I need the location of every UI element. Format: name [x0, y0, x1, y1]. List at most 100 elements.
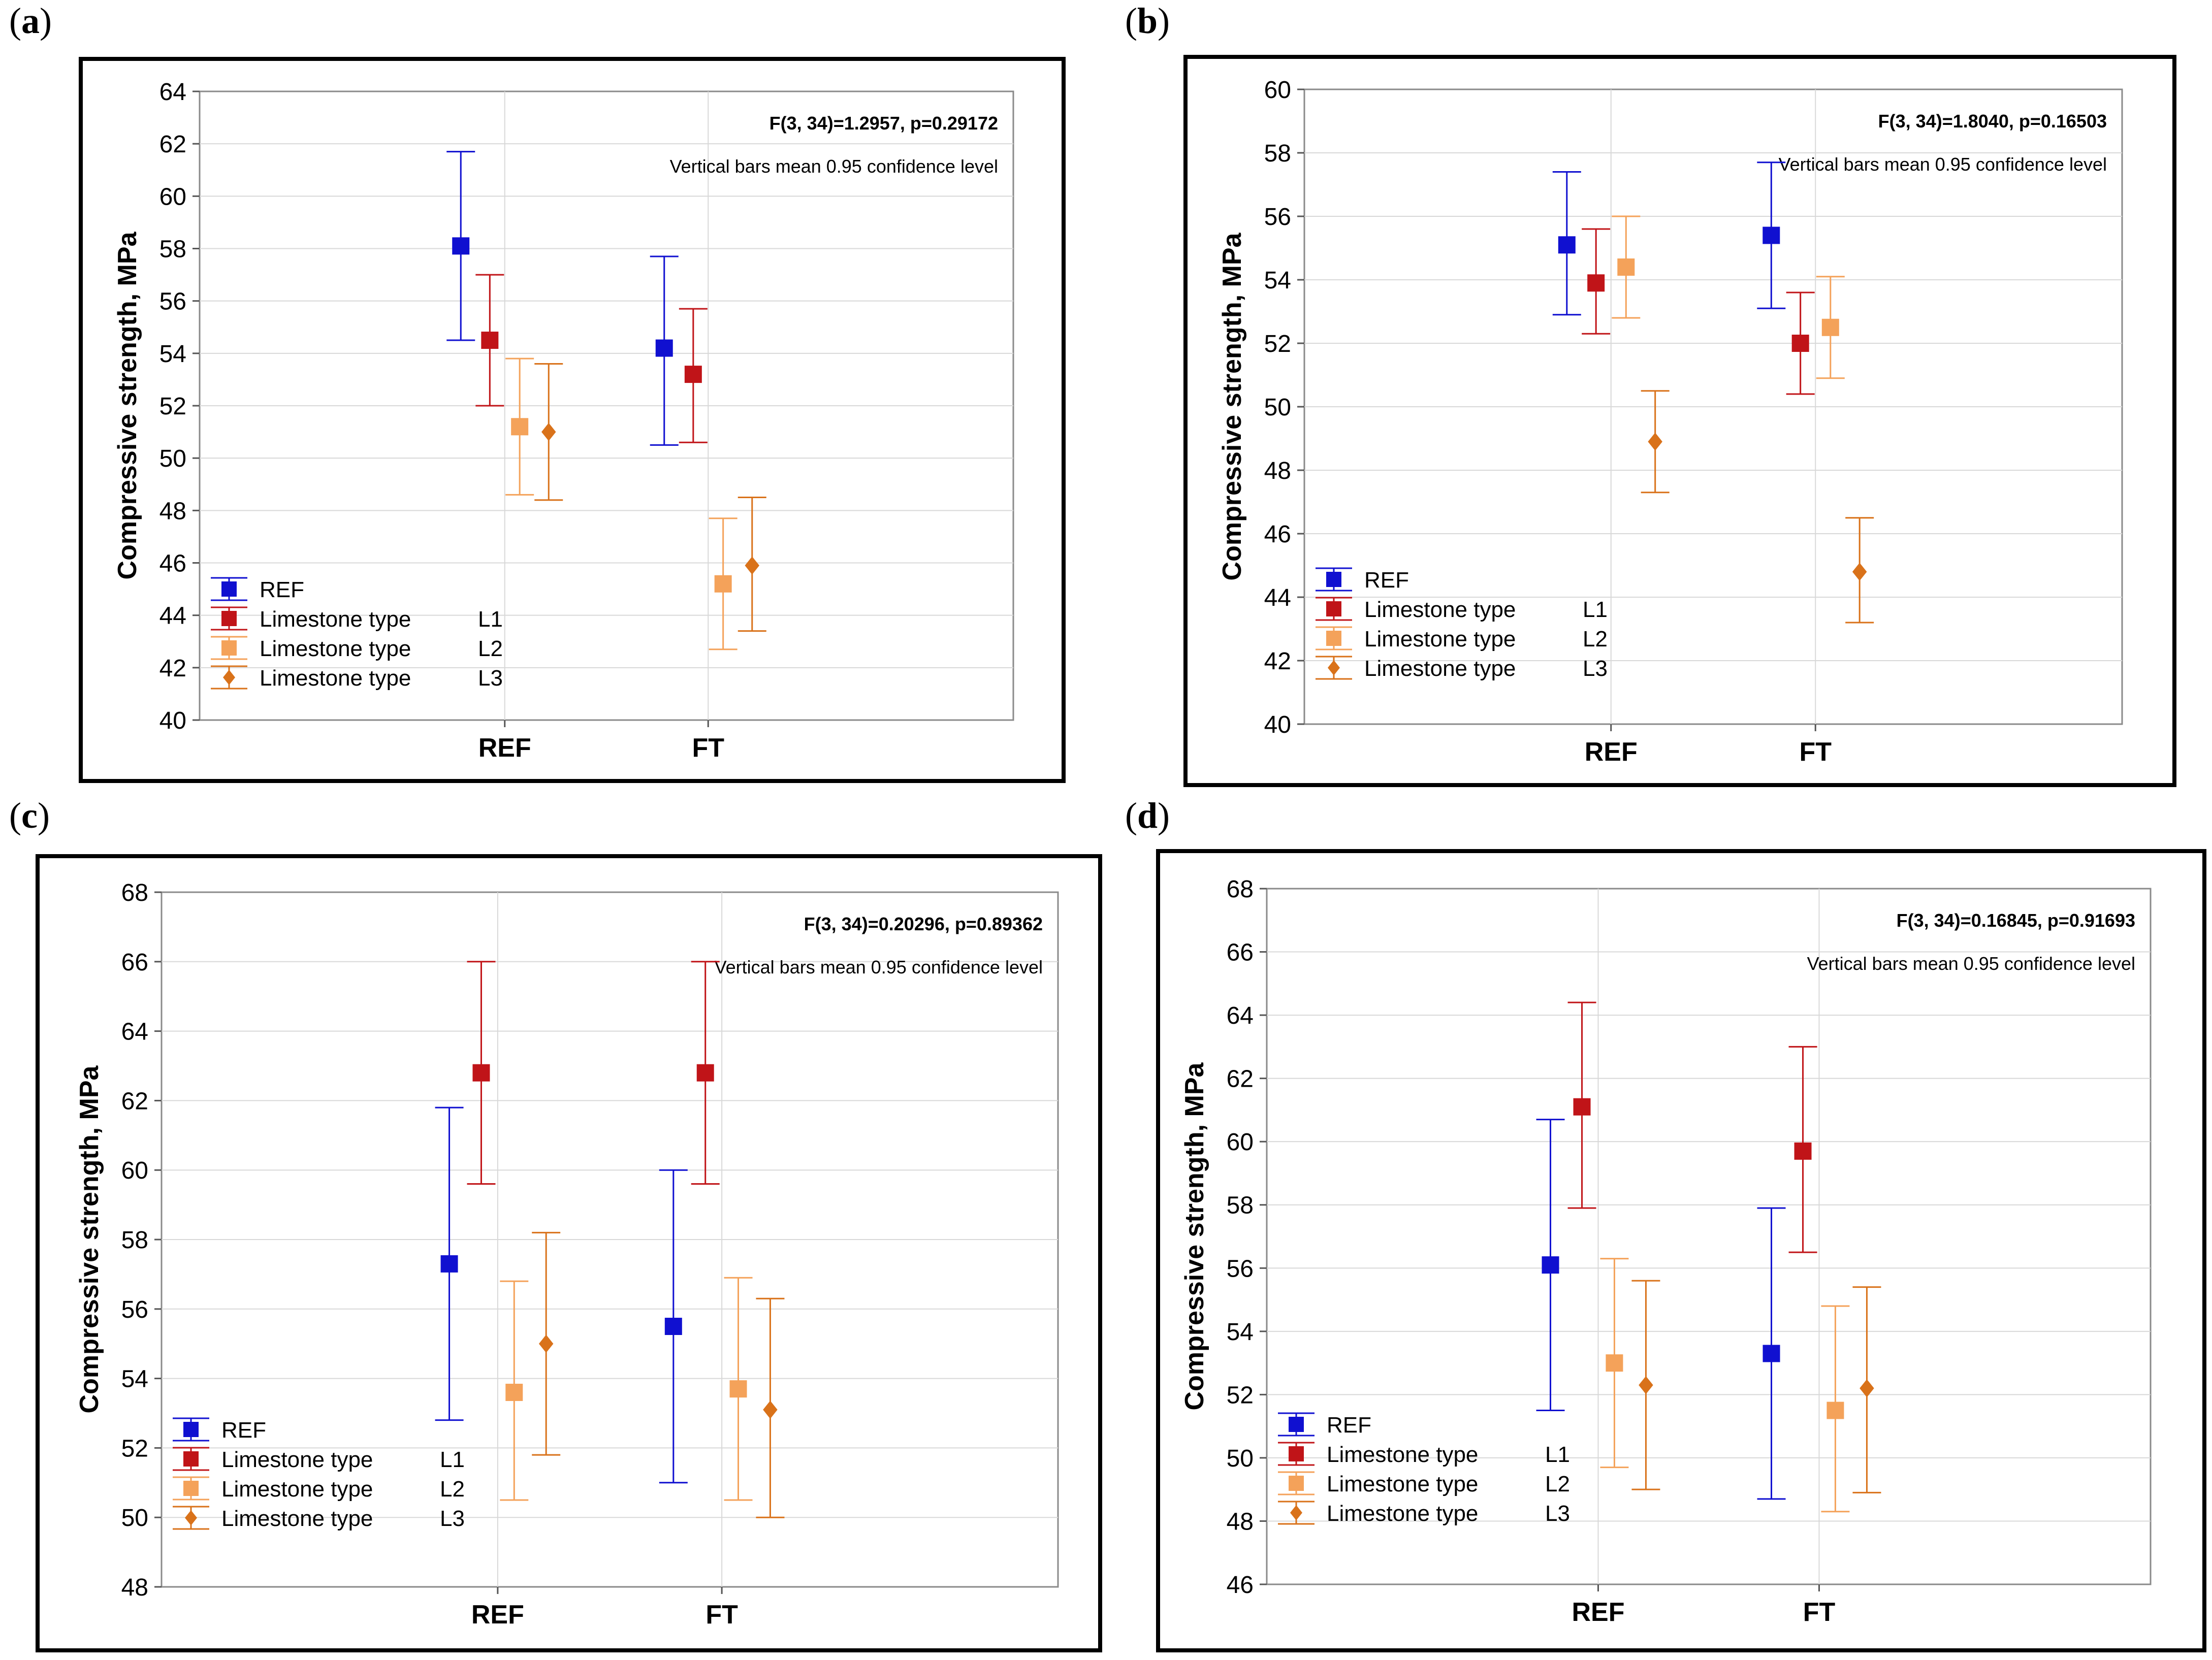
y-tick-label: 50: [1227, 1445, 1254, 1472]
compressive-strength-chart-b: 40 42 44 46 48 50 52 54 56 58 60 REF FT Compressive s…: [1217, 77, 2123, 767]
y-tick-label: 40: [159, 707, 186, 734]
y-tick-label: 58: [1227, 1192, 1254, 1219]
x-tick-label: FT: [1803, 1598, 1836, 1627]
series-point-limestone-type-l3-ref: [532, 1231, 561, 1456]
mean-marker-square: [1826, 1402, 1844, 1419]
y-tick-label: 56: [1264, 204, 1291, 231]
y-tick-label: 56: [1227, 1255, 1254, 1282]
y-tick-label: 64: [159, 79, 186, 106]
mean-marker-square: [505, 1383, 523, 1401]
y-tick-label: 48: [159, 498, 186, 525]
legend-suffix: L1: [440, 1447, 465, 1472]
series-point-limestone-type-l2-ft: [709, 517, 738, 650]
confidence-note: Vertical bars mean 0.95 confidence level: [670, 156, 998, 177]
series-point-limestone-type-l3-ft: [738, 497, 766, 632]
series-point-limestone-type-l1-ref: [475, 274, 504, 407]
legend-marker-square: [1289, 1446, 1304, 1461]
y-tick-label: 62: [159, 131, 186, 158]
mean-marker-square: [1791, 335, 1809, 352]
series-point-limestone-type-l2-ref: [500, 1280, 529, 1501]
panel-label-b: (b): [1125, 1, 1170, 41]
y-tick-label: 54: [1264, 267, 1291, 294]
mean-marker-square: [1762, 226, 1780, 244]
legend-suffix: L3: [478, 666, 503, 691]
mean-marker-diamond: [1639, 1376, 1653, 1394]
legend-entry: Limestone type L3: [1316, 656, 1608, 681]
chart-frame-a: 40 42 44 46 48 50 52 54 56 58 60 62 64 REF FT Compressi…: [79, 57, 1066, 783]
series-point-limestone-type-l3-ref: [1631, 1280, 1660, 1490]
y-tick-label: 60: [1264, 77, 1291, 104]
y-tick-label: 68: [1227, 876, 1254, 903]
y-tick-label: 50: [121, 1505, 148, 1532]
compressive-strength-chart-d: 46 48 50 52 54 56 58 60 62 64 66 68 REF FT Compressive…: [1180, 876, 2152, 1627]
series-point-ref-ft: [650, 255, 679, 446]
y-tick-label: 56: [121, 1296, 148, 1323]
legend-marker-square: [221, 611, 237, 626]
y-tick-label: 58: [121, 1227, 148, 1254]
y-tick-label: 54: [121, 1366, 148, 1393]
series-point-ref-ft: [1757, 1207, 1786, 1500]
mean-marker-diamond: [745, 556, 759, 575]
y-tick-label: 66: [121, 949, 148, 976]
legend-label: Limestone type: [221, 1506, 373, 1531]
legend-entry: REF: [1278, 1412, 1371, 1438]
x-tick-label: FT: [1799, 737, 1832, 767]
y-tick-label: 52: [121, 1435, 148, 1462]
legend-entry: Limestone type L2: [1278, 1471, 1570, 1496]
series-point-ref-ref: [435, 1106, 464, 1421]
series-point-limestone-type-l1-ft: [691, 961, 720, 1185]
legend-label: Limestone type: [260, 666, 411, 691]
mean-marker-diamond: [1852, 563, 1867, 581]
legend-suffix: L3: [1583, 656, 1608, 681]
mean-marker-square: [729, 1380, 747, 1398]
legend-marker-diamond: [185, 1510, 197, 1525]
y-axis-label: Compressive strength, MPa: [75, 1065, 104, 1413]
confidence-note: Vertical bars mean 0.95 confidence level: [715, 957, 1043, 978]
y-tick-label: 60: [159, 183, 186, 210]
legend-entry: Limestone type L2: [1316, 626, 1608, 652]
y-tick-label: 46: [1227, 1572, 1254, 1599]
legend-label: REF: [221, 1418, 266, 1443]
y-tick-label: 62: [1227, 1066, 1254, 1093]
legend-marker-square: [221, 640, 237, 656]
series-point-limestone-type-l1-ref: [1567, 1001, 1596, 1209]
legend-label: REF: [1327, 1413, 1371, 1438]
legend-label: Limestone type: [1364, 656, 1516, 681]
y-tick-label: 62: [121, 1088, 148, 1115]
mean-marker-square: [1617, 258, 1635, 276]
series-point-ref-ft: [659, 1169, 688, 1484]
legend-suffix: L2: [1583, 627, 1608, 652]
x-tick-label: FT: [706, 1600, 738, 1630]
legend-label: REF: [1364, 568, 1409, 593]
y-tick-label: 68: [121, 880, 148, 906]
legend-suffix: L2: [478, 636, 503, 661]
anova-stat-text: F(3, 34)=0.20296, p=0.89362: [804, 914, 1043, 934]
mean-marker-diamond: [541, 422, 556, 441]
y-tick-label: 58: [159, 236, 186, 263]
legend-entry: Limestone type L3: [211, 665, 503, 691]
legend-entry: Limestone type L3: [1278, 1501, 1570, 1526]
legend-entry: REF: [1316, 567, 1409, 593]
x-tick-label: REF: [478, 733, 531, 763]
y-axis-label: Compressive strength, MPa: [1217, 232, 1247, 580]
mean-marker-square: [511, 418, 529, 436]
series-point-limestone-type-l2-ref: [505, 357, 534, 496]
y-tick-label: 52: [1264, 331, 1291, 357]
series-point-limestone-type-l2-ft: [724, 1277, 753, 1501]
mean-marker-square: [1821, 318, 1839, 336]
y-tick-label: 60: [1227, 1129, 1254, 1156]
legend-marker-diamond: [1328, 660, 1340, 675]
legend-label: Limestone type: [1364, 627, 1516, 652]
y-tick-label: 56: [159, 288, 186, 315]
panel-label-a: (a): [9, 1, 52, 41]
series-point-limestone-type-l3-ref: [1641, 390, 1670, 494]
mean-marker-square: [696, 1064, 714, 1082]
mean-marker-square: [1573, 1098, 1591, 1116]
mean-marker-square: [472, 1064, 490, 1082]
series-point-limestone-type-l1-ft: [1788, 1046, 1817, 1253]
chart-frame-b: 40 42 44 46 48 50 52 54 56 58 60 REF FT Compressive s…: [1183, 55, 2176, 787]
series-point-ref-ref: [1552, 171, 1581, 316]
y-tick-label: 52: [159, 393, 186, 420]
y-tick-label: 42: [159, 655, 186, 682]
legend-entry: REF: [211, 577, 304, 602]
